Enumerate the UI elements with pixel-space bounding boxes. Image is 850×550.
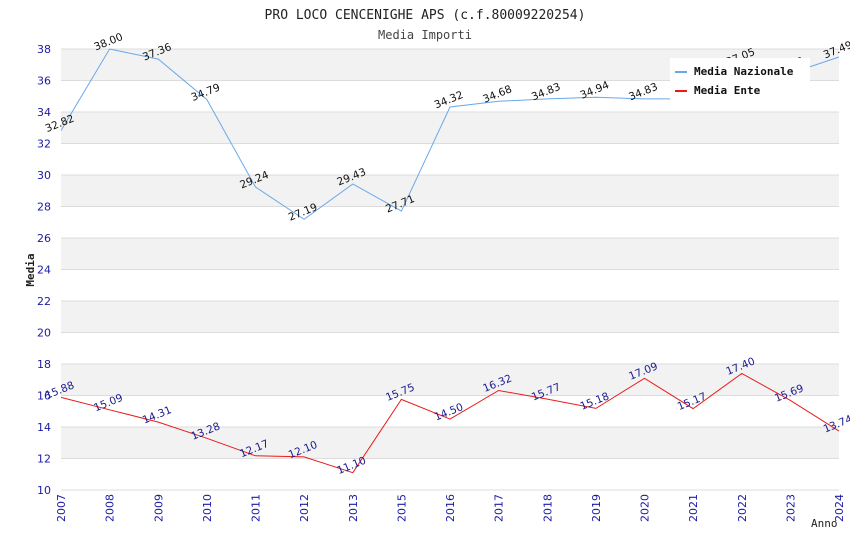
x-tick-label: 2020 bbox=[639, 494, 652, 522]
legend-box bbox=[670, 58, 810, 102]
y-tick-label: 12 bbox=[37, 453, 51, 466]
y-tick-label: 20 bbox=[37, 327, 51, 340]
y-tick-label: 14 bbox=[37, 421, 51, 434]
y-tick-label: 34 bbox=[37, 106, 51, 119]
x-tick-label: 2019 bbox=[590, 494, 603, 522]
y-tick-label: 22 bbox=[37, 295, 51, 308]
series-line bbox=[60, 372, 840, 474]
x-tick-label: 2022 bbox=[736, 494, 749, 522]
x-tick-label: 2024 bbox=[833, 494, 846, 522]
legend-label-media-nazionale: Media Nazionale bbox=[694, 65, 794, 78]
y-axis-label: Media bbox=[24, 253, 37, 286]
grid-band bbox=[61, 458, 839, 490]
x-tick-label: 2007 bbox=[55, 494, 68, 522]
y-tick-label: 30 bbox=[37, 169, 51, 182]
x-tick-label: 2010 bbox=[201, 494, 214, 522]
grid-band bbox=[61, 238, 839, 270]
x-tick-label: 2009 bbox=[152, 494, 165, 522]
x-tick-label: 2016 bbox=[444, 494, 457, 522]
grid-band bbox=[61, 143, 839, 175]
grid-band bbox=[61, 427, 839, 459]
y-tick-label: 16 bbox=[37, 390, 51, 403]
grid-band bbox=[61, 332, 839, 364]
grid-lines bbox=[61, 48, 839, 491]
y-tick-label: 10 bbox=[37, 484, 51, 497]
y-tick-label: 38 bbox=[37, 43, 51, 56]
chart-title: PRO LOCO CENCENIGHE APS (c.f.80009220254… bbox=[265, 8, 586, 23]
y-tick-label: 32 bbox=[37, 138, 51, 151]
y-tick-label: 36 bbox=[37, 75, 51, 88]
chart-subtitle: Media Importi bbox=[378, 28, 472, 42]
x-axis-ticks: 2007 2008 2009 2010 2011 2012 2013 2015 2016 2017… bbox=[55, 494, 846, 522]
x-tick-label: 2018 bbox=[541, 494, 554, 522]
grid-band bbox=[61, 175, 839, 207]
grid-band bbox=[61, 112, 839, 144]
grid-band bbox=[61, 269, 839, 301]
x-tick-label: 2013 bbox=[347, 494, 360, 522]
y-tick-label: 26 bbox=[37, 232, 51, 245]
legend-label-media-ente: Media Ente bbox=[694, 84, 761, 97]
x-tick-label: 2008 bbox=[104, 494, 117, 522]
grid-band bbox=[61, 364, 839, 396]
x-tick-label: 2012 bbox=[298, 494, 311, 522]
y-tick-label: 28 bbox=[37, 201, 51, 214]
y-axis-ticks: 10 12 14 16 18 20 22 24 26 28 30 32 34 36 38 bbox=[37, 43, 51, 497]
legend: Media Nazionale Media Ente bbox=[670, 58, 810, 102]
grid-band bbox=[61, 395, 839, 427]
x-axis-label: Anno bbox=[811, 517, 838, 530]
x-tick-label: 2015 bbox=[395, 494, 408, 522]
y-tick-label: 18 bbox=[37, 358, 51, 371]
x-tick-label: 2011 bbox=[250, 494, 263, 522]
x-tick-label: 2017 bbox=[493, 494, 506, 522]
grid-band bbox=[61, 301, 839, 333]
x-tick-label: 2023 bbox=[784, 494, 797, 522]
x-tick-label: 2021 bbox=[687, 494, 700, 522]
grid-band bbox=[61, 206, 839, 238]
y-tick-label: 24 bbox=[37, 264, 51, 277]
